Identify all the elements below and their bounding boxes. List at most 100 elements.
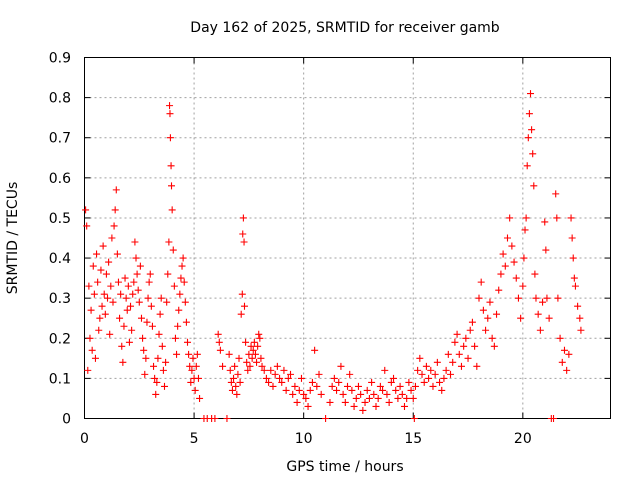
data-point xyxy=(159,366,167,374)
data-point xyxy=(322,415,330,422)
data-point xyxy=(100,290,108,298)
data-point xyxy=(155,330,163,338)
data-point xyxy=(255,330,263,338)
data-point xyxy=(107,282,115,290)
data-point xyxy=(182,318,190,326)
data-point xyxy=(436,378,444,386)
y-tick-label: 0.6 xyxy=(49,171,71,187)
data-point xyxy=(124,282,132,290)
data-point xyxy=(151,374,159,382)
data-point xyxy=(346,370,354,378)
data-point xyxy=(414,366,422,374)
data-point xyxy=(193,350,201,358)
data-point xyxy=(186,362,194,370)
data-point xyxy=(109,298,117,306)
data-point xyxy=(466,326,474,334)
data-point xyxy=(278,378,286,386)
data-point xyxy=(542,246,550,254)
data-point xyxy=(361,398,369,406)
data-point xyxy=(87,306,95,314)
data-point xyxy=(534,310,542,318)
data-point xyxy=(247,342,255,350)
data-point xyxy=(311,346,319,354)
data-point xyxy=(113,250,121,258)
data-point xyxy=(180,278,188,286)
data-point xyxy=(237,310,245,318)
data-point xyxy=(473,362,481,370)
data-point xyxy=(570,274,578,282)
data-point xyxy=(216,346,224,354)
data-point xyxy=(111,206,119,214)
data-point xyxy=(405,378,413,386)
data-point xyxy=(543,294,551,302)
data-point xyxy=(235,354,243,362)
data-point xyxy=(365,394,373,402)
data-point xyxy=(479,306,487,314)
data-point xyxy=(173,350,181,358)
data-point xyxy=(554,294,562,302)
data-point xyxy=(339,390,347,398)
data-point xyxy=(348,386,356,394)
data-point xyxy=(246,362,254,370)
data-point xyxy=(154,354,162,362)
data-point xyxy=(214,330,222,338)
data-point xyxy=(440,374,448,382)
data-point xyxy=(187,378,195,386)
data-point xyxy=(344,382,351,390)
data-point xyxy=(455,350,463,358)
data-point xyxy=(147,302,155,310)
data-point xyxy=(158,342,166,350)
data-point xyxy=(211,415,219,422)
x-tick-label: 15 xyxy=(404,431,422,447)
data-point xyxy=(523,162,531,170)
data-point xyxy=(568,234,576,242)
data-point xyxy=(189,354,197,362)
data-point xyxy=(240,238,248,246)
data-point xyxy=(145,278,153,286)
data-point xyxy=(508,242,516,250)
data-point xyxy=(484,314,492,322)
data-point xyxy=(306,386,314,394)
data-point xyxy=(233,390,241,398)
data-point xyxy=(225,350,233,358)
data-point xyxy=(282,386,290,394)
data-point xyxy=(524,134,532,142)
data-point xyxy=(528,126,536,134)
data-point xyxy=(121,274,129,282)
y-tick-label: 0.1 xyxy=(49,371,71,387)
data-point xyxy=(519,282,527,290)
data-point xyxy=(169,246,177,254)
data-point xyxy=(326,398,334,406)
data-point xyxy=(168,182,176,190)
data-point xyxy=(368,378,376,386)
data-point xyxy=(167,162,175,170)
data-point xyxy=(486,298,494,306)
data-point xyxy=(410,415,418,422)
data-point xyxy=(350,402,358,410)
data-point xyxy=(184,338,192,346)
data-point xyxy=(164,270,172,278)
data-point xyxy=(442,366,450,374)
data-point xyxy=(243,358,251,366)
data-point xyxy=(374,394,382,402)
data-point xyxy=(101,310,109,318)
data-point xyxy=(273,362,281,370)
data-point xyxy=(128,326,136,334)
tick-labels: 0 0.1 0.2 0.3 0.4 0.5 0.6 0.7 0.8 0.9 0 5 10 15 20 xyxy=(49,51,532,448)
data-point xyxy=(245,350,253,358)
data-point xyxy=(407,386,415,394)
data-point xyxy=(444,350,452,358)
data-point xyxy=(577,326,585,334)
data-point xyxy=(226,366,234,374)
y-tick-label: 0.8 xyxy=(49,91,71,107)
data-point xyxy=(392,386,400,394)
data-point xyxy=(258,362,266,370)
y-tick-label: 0.5 xyxy=(49,211,71,227)
data-point xyxy=(165,238,173,246)
data-point xyxy=(552,190,560,198)
data-point xyxy=(328,382,336,390)
data-point xyxy=(171,334,179,342)
data-series-srmtid xyxy=(82,90,585,422)
data-point xyxy=(558,358,566,366)
data-point xyxy=(453,330,461,338)
